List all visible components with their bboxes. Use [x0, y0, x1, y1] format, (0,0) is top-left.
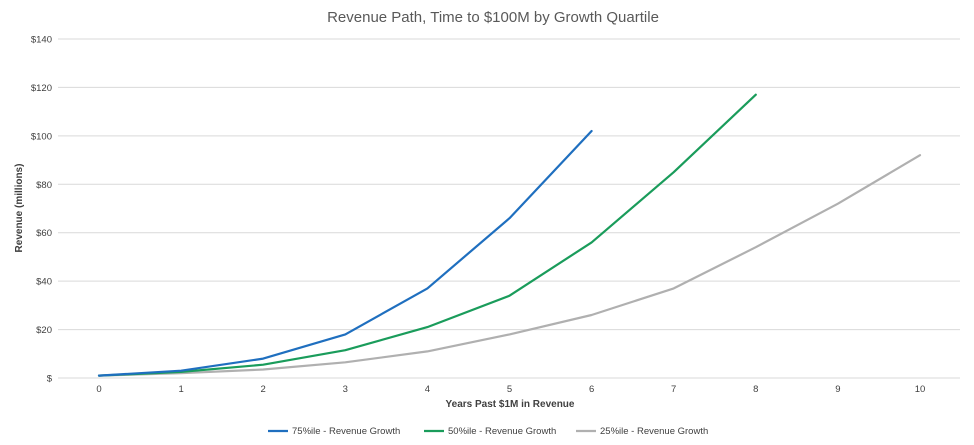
- x-tick-label: 2: [261, 384, 266, 395]
- y-tick-label: $40: [36, 277, 52, 288]
- series-line: [97, 129, 593, 377]
- x-tick-label: 0: [96, 384, 101, 395]
- series-line: [97, 93, 757, 377]
- series-line: [97, 154, 922, 377]
- y-tick-label: $: [47, 374, 53, 385]
- x-tick-label: 7: [671, 384, 676, 395]
- legend-label: 50%ile - Revenue Growth: [448, 426, 556, 437]
- gridlines: [58, 38, 960, 379]
- legend: 75%ile - Revenue Growth 50%ile - Revenue …: [268, 426, 708, 437]
- y-axis-ticks: $ $20 $40 $60 $80 $100 $120 $140: [31, 35, 53, 385]
- chart-title: Revenue Path, Time to $100M by Growth Qu…: [327, 9, 659, 26]
- y-tick-label: $60: [36, 228, 52, 239]
- x-axis-ticks: 0 1 2 3 4 5 6 7 8 9 10: [96, 384, 925, 395]
- legend-label: 75%ile - Revenue Growth: [292, 426, 400, 437]
- x-tick-label: 3: [343, 384, 348, 395]
- y-tick-label: $80: [36, 180, 52, 191]
- x-tick-label: 6: [589, 384, 594, 395]
- y-tick-label: $120: [31, 83, 52, 94]
- y-axis-title: Revenue (millions): [14, 164, 25, 253]
- x-tick-label: 10: [915, 384, 926, 395]
- x-tick-label: 5: [507, 384, 512, 395]
- x-tick-label: 8: [753, 384, 758, 395]
- y-tick-label: $20: [36, 325, 52, 336]
- y-tick-label: $140: [31, 35, 52, 46]
- x-tick-label: 1: [178, 384, 183, 395]
- series-lines: [97, 93, 922, 377]
- x-axis-title: Years Past $1M in Revenue: [446, 399, 575, 410]
- x-tick-label: 9: [835, 384, 840, 395]
- y-tick-label: $100: [31, 131, 52, 142]
- x-tick-label: 4: [425, 384, 430, 395]
- legend-label: 25%ile - Revenue Growth: [600, 426, 708, 437]
